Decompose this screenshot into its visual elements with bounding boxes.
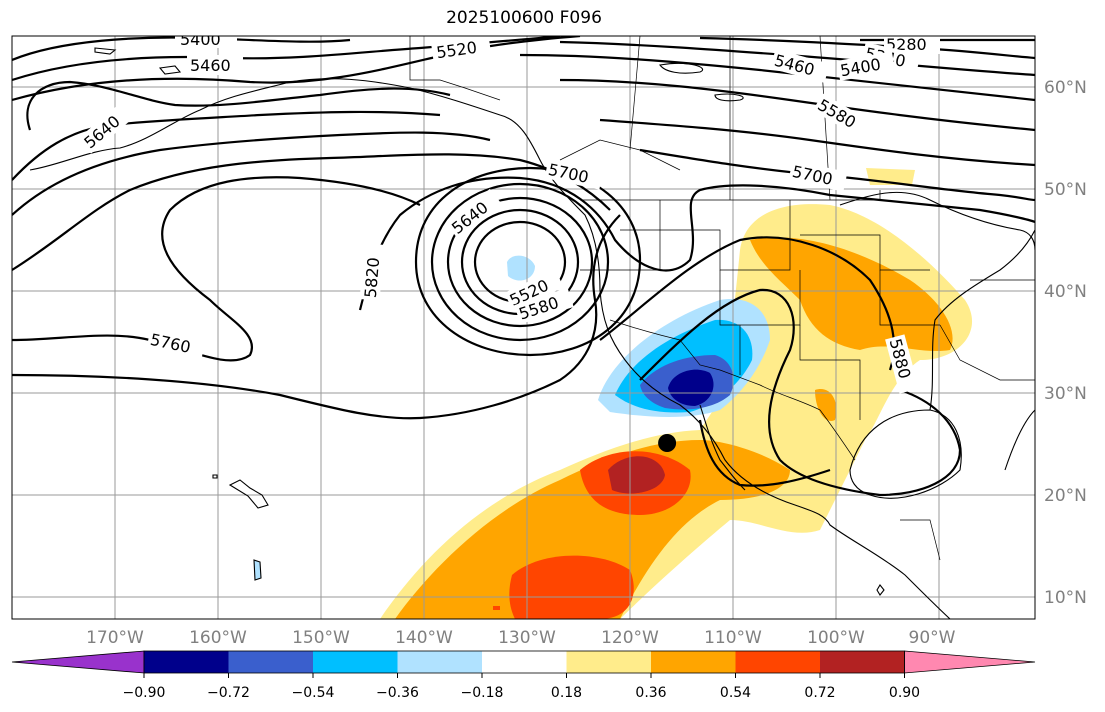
map-frame	[11, 35, 1036, 620]
lat-tick-label: 60°N	[1044, 78, 1087, 98]
lat-tick-label: 20°N	[1044, 486, 1087, 506]
contour-label: 5400	[180, 30, 221, 49]
colorbar-segment	[735, 651, 820, 673]
colorbar-tick-label: 0.72	[804, 685, 835, 701]
colorbar-tick-label: −0.54	[292, 685, 335, 701]
location-marker	[658, 434, 677, 452]
colorbar-tick-label: 0.36	[635, 685, 666, 701]
colorbar-ticks	[143, 673, 905, 678]
colorbar-segment	[566, 651, 651, 673]
lon-tick-label: 160°W	[189, 628, 247, 648]
colorbar-segment	[144, 651, 229, 673]
map-title: 2025100600 F096	[446, 8, 602, 28]
shading-positive	[380, 168, 973, 619]
lon-tick-label: 120°W	[601, 628, 659, 648]
lon-tick-label: 140°W	[395, 628, 453, 648]
lon-tick-label: 110°W	[704, 628, 762, 648]
colorbar-segment	[228, 651, 313, 673]
lat-tick-label: 30°N	[1044, 384, 1087, 404]
colorbar-tick-label: −0.18	[461, 685, 504, 701]
lon-tick-label: 170°W	[86, 628, 144, 648]
graticule	[12, 36, 1035, 619]
colorbar-tick-label: −0.72	[207, 685, 250, 701]
lon-tick-label: 90°W	[909, 628, 956, 648]
lat-tick-label: 50°N	[1044, 180, 1087, 200]
colorbar-tick-label: 0.90	[889, 685, 920, 701]
colorbar-segment	[651, 651, 736, 673]
political-borders	[409, 36, 1035, 561]
lat-tick-label: 40°N	[1044, 282, 1087, 302]
lon-tick-label: 100°W	[807, 628, 865, 648]
contour-label: 5820	[361, 257, 383, 299]
colorbar-tick-label: 0.18	[551, 685, 582, 701]
shading-negative	[254, 255, 770, 580]
colorbar-extend-high	[904, 650, 1036, 674]
lon-tick-label: 150°W	[292, 628, 350, 648]
contour-label: 5460	[190, 56, 231, 75]
colorbar-tick-label: −0.90	[123, 685, 166, 701]
colorbar-extend-low	[11, 650, 145, 674]
colorbar-segment	[313, 651, 398, 673]
colorbar-segment	[820, 651, 905, 673]
colorbar-segment	[397, 651, 482, 673]
latitude-labels: 60°N 50°N 40°N 30°N 20°N 10°N	[1044, 78, 1087, 608]
colorbar: −0.90 −0.72 −0.54 −0.36 −0.18 0.18 0.36 …	[11, 650, 1036, 701]
colorbar-segment	[482, 651, 567, 673]
colorbar-tick-label: 0.54	[720, 685, 751, 701]
map-panel: 5400 5460 5520 5640 5820 5760 5640 5520 …	[12, 30, 1035, 619]
colorbar-tick-label: −0.36	[376, 685, 419, 701]
lat-tick-label: 10°N	[1044, 588, 1087, 608]
longitude-labels: 170°W 160°W 150°W 140°W 130°W 120°W 110°…	[86, 628, 956, 648]
colorbar-frame	[143, 650, 905, 674]
lon-tick-label: 130°W	[498, 628, 556, 648]
